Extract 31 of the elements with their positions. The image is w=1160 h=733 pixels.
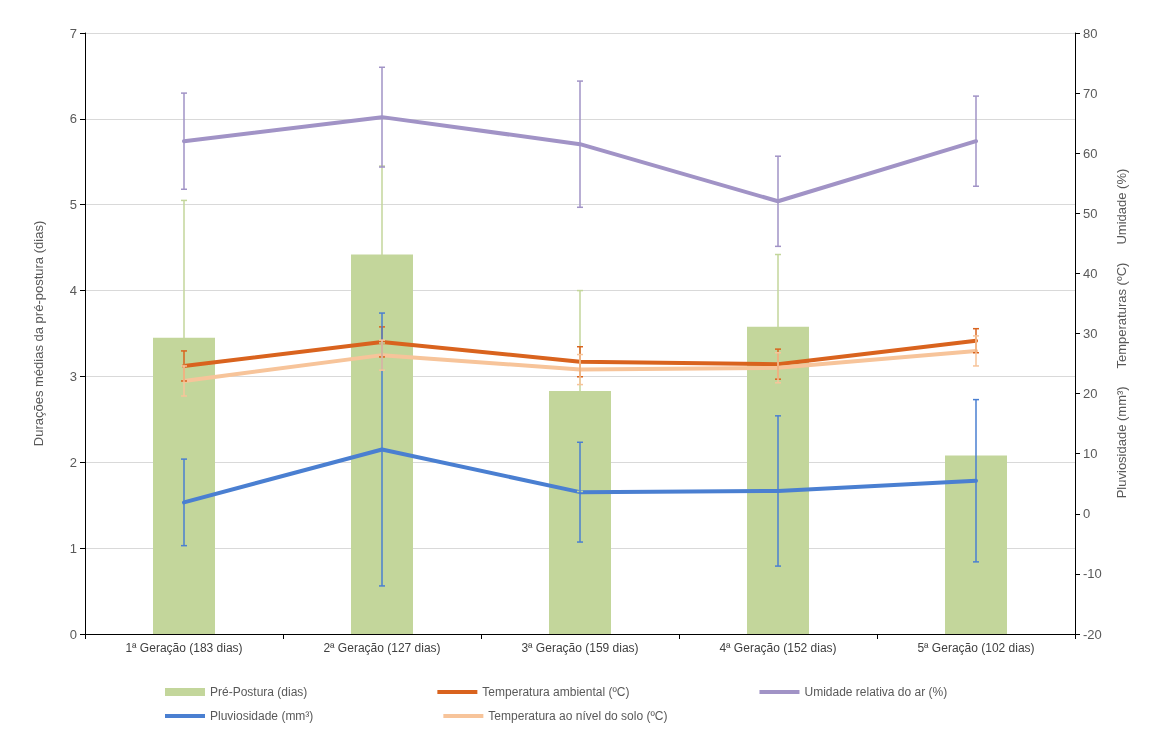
y-tick-label: 5: [69, 197, 77, 213]
y2-tick-label: -20: [1083, 626, 1102, 642]
x-tick-label: 4ª Geração (152 dias): [719, 641, 837, 655]
y2-tick-label: 60: [1083, 145, 1098, 161]
y2-tick-label: 30: [1083, 326, 1098, 341]
x-tick-label: 3ª Geração (159 dias): [521, 641, 639, 655]
x-tick-label: 2ª Geração (127 dias): [323, 641, 441, 655]
y2-tick-label: 50: [1083, 205, 1098, 221]
legend-label: Pré-Postura (dias): [210, 685, 308, 699]
y-tick-label: 4: [69, 283, 77, 299]
y2-axis-title: Pluviosidade (mm³) Temperaturas (ºC) Umidade (%): [1114, 168, 1129, 499]
y-axis-title: Durações médias da pré-postura (dias): [31, 220, 46, 447]
y-tick-label: 3: [69, 368, 77, 384]
y2-tick-label: 20: [1083, 386, 1098, 402]
y2-tick-label: 0: [1083, 506, 1091, 522]
y2-tick-label: 80: [1083, 25, 1098, 41]
y2-tick-label: 70: [1083, 85, 1098, 101]
y-tick-label: 7: [69, 25, 77, 41]
legend-label: Umidade relativa do ar (%): [804, 685, 948, 699]
x-tick-label: 5ª Geração (102 dias): [917, 641, 1035, 655]
legend-label: Temperatura ao nível do solo (ºC): [488, 709, 668, 723]
y2-tick-label: -10: [1083, 566, 1102, 582]
y-tick-label: 6: [69, 111, 77, 127]
legend-label: Temperatura ambiental (ºC): [482, 685, 630, 699]
x-tick-label: 1ª Geração (183 dias): [125, 641, 243, 655]
legend-label: Pluviosidade (mm³): [210, 709, 314, 723]
y-tick-label: 2: [69, 454, 77, 470]
y-tick-label: 0: [69, 626, 77, 642]
y2-tick-label: 10: [1083, 446, 1098, 462]
y-tick-label: 1: [69, 540, 77, 556]
y2-tick-label: 40: [1083, 265, 1098, 281]
